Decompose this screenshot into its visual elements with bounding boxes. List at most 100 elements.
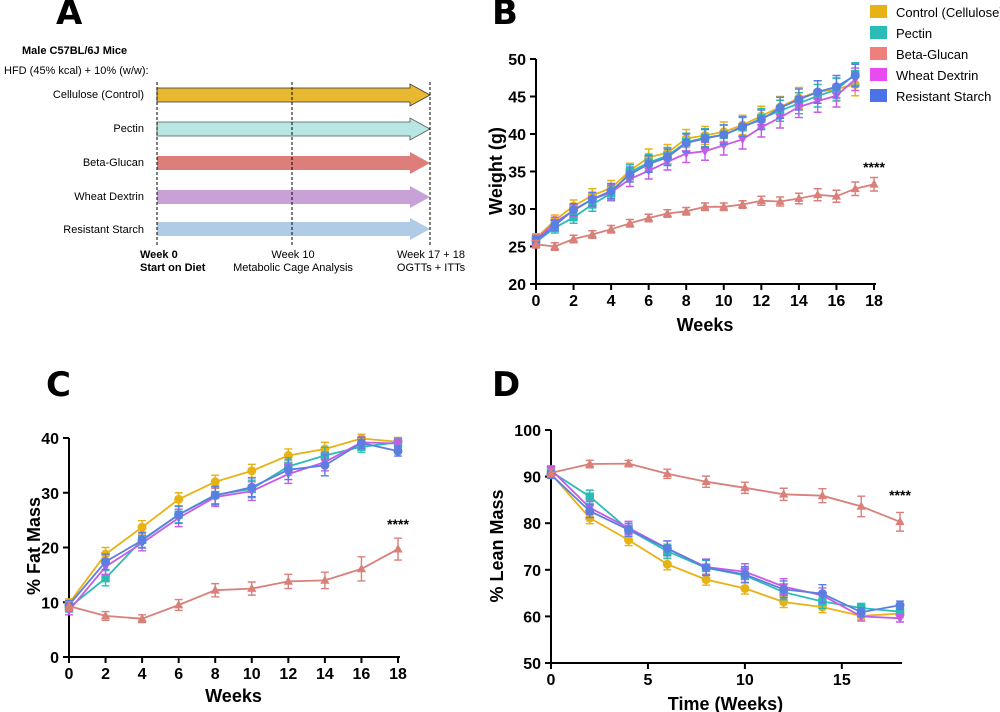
panel-d-y-tick-label: 60	[523, 609, 541, 626]
diet-group-beta-glucan: Beta-Glucan	[83, 152, 430, 174]
panel-b-point-beta-glucan	[869, 179, 879, 188]
panel-b-point-resistant-starch	[850, 71, 860, 80]
panel-b-y-tick-label: 20	[508, 277, 526, 294]
panel-b-letter: B	[492, 0, 518, 33]
panel-c-line-pectin	[68, 441, 399, 609]
panel-c-point-beta-glucan	[247, 583, 257, 592]
panel-c-point-beta-glucan	[393, 544, 403, 553]
diet-label-cellulose: Cellulose (Control)	[53, 89, 144, 101]
panel-d-x-tick-label: 10	[736, 672, 754, 689]
panel-c-y-tick-label: 0	[50, 650, 59, 667]
panel-b-x-tick-label: 14	[790, 293, 808, 310]
legend-label-beta-glucan: Beta-Glucan	[896, 47, 968, 62]
panel-d-y-tick-label: 50	[523, 656, 541, 673]
panel-c-point-resistant-starch	[320, 460, 330, 470]
panel-b-point-resistant-starch	[775, 103, 785, 113]
panel-d-point-resistant-starch	[624, 525, 634, 535]
weight-chart: 0 2 4 6 8 10 12 14 16 18 20 25 30 35 40 45 50 Weeks Weight…	[486, 52, 885, 335]
panel-c-point-beta-glucan	[283, 576, 293, 585]
panel-c-point-beta-glucan	[137, 613, 147, 623]
panel-b-series-pectin	[531, 62, 860, 248]
timeline-week17-sub: OGTTs + ITTs	[397, 262, 466, 274]
panel-c-point-resistant-starch	[101, 557, 111, 567]
legend-label-resistant-starch: Resistant Starch	[896, 89, 991, 104]
panel-b-point-beta-glucan	[794, 193, 804, 202]
panel-c-point-control-cellulose	[137, 522, 147, 532]
panel-b-point-resistant-starch	[681, 138, 691, 148]
diet-arrow-beta-glucan	[157, 152, 430, 174]
diet-label-resistant-starch: Resistant Starch	[63, 224, 144, 236]
panel-c-x-tick-label: 0	[65, 666, 74, 683]
panel-d-y-tick-label: 80	[523, 516, 541, 533]
diet-arrow-wheat-dextrin	[157, 186, 430, 208]
panel-d-x-axis-label: Time (Weeks)	[668, 694, 783, 712]
panel-b-y-tick-label: 40	[508, 127, 526, 144]
panel-c-x-tick-label: 8	[211, 666, 220, 683]
panel-b-significance-label: ****	[863, 159, 885, 175]
legend-label-pectin: Pectin	[896, 26, 932, 41]
panel-c-point-beta-glucan	[64, 601, 74, 610]
panel-d-point-control-cellulose	[740, 583, 750, 593]
panel-b-y-tick-label: 30	[508, 202, 526, 219]
panel-c-point-beta-glucan	[356, 563, 367, 573]
panel-b-y-tick-label: 50	[508, 52, 526, 69]
panel-b-x-tick-label: 6	[644, 293, 653, 310]
panel-b-line-pectin	[535, 73, 856, 243]
panel-a-title: Male C57BL/6J Mice	[22, 45, 127, 57]
timeline-week0-label: Week 0	[140, 249, 178, 261]
panel-d-point-beta-glucan	[701, 476, 711, 486]
panel-c-x-tick-label: 4	[138, 666, 147, 683]
fat-mass-chart: 0 2 4 6 8 10 12 14 16 18 0 10 20 30 40 Weeks % Fat Mass *…	[24, 431, 409, 706]
panel-c-y-tick-label: 30	[41, 486, 59, 503]
panel-c-letter: C	[46, 365, 71, 405]
panel-c-series-pectin	[64, 437, 403, 613]
diet-arrow-cellulose	[156, 83, 431, 107]
diet-label-wheat-dextrin: Wheat Dextrin	[74, 191, 144, 203]
panel-b-point-beta-glucan	[568, 233, 579, 243]
panel-d-series-control-cellulose	[546, 469, 905, 621]
panel-c-series-resistant-starch	[64, 436, 403, 611]
panel-c-point-beta-glucan	[100, 610, 111, 620]
timeline-week17-label: Week 17 + 18	[397, 249, 465, 261]
panel-b-point-beta-glucan	[662, 208, 673, 217]
panel-b-x-tick-label: 8	[682, 293, 691, 310]
panel-b-point-resistant-starch	[550, 221, 560, 230]
panel-b-point-beta-glucan	[737, 199, 748, 208]
panel-b-point-resistant-starch	[719, 130, 729, 140]
panel-b-line-wheat-dextrin	[535, 78, 856, 241]
panel-c-point-wheat-dextrin	[393, 440, 403, 449]
panel-c-y-axis-label: % Fat Mass	[24, 497, 44, 595]
panel-c-point-resistant-starch	[247, 482, 257, 492]
panel-b-point-beta-glucan	[775, 196, 785, 205]
panel-b-series-beta-glucan	[531, 176, 879, 251]
panel-b-point-resistant-starch	[831, 82, 841, 92]
panel-b-point-pectin	[569, 213, 578, 222]
panel-c-x-tick-label: 12	[279, 666, 297, 683]
panel-a-subtitle: HFD (45% kcal) + 10% (w/w):	[4, 65, 149, 77]
panel-c-x-tick-label: 14	[316, 666, 334, 683]
diet-arrow-pectin	[156, 117, 431, 141]
panel-b-point-resistant-starch	[794, 95, 804, 104]
panel-b-point-beta-glucan	[644, 212, 654, 222]
panel-c-point-resistant-starch	[174, 510, 184, 520]
panel-d-point-beta-glucan	[895, 516, 905, 526]
panel-b-x-tick-label: 10	[715, 293, 733, 310]
diet-arrow-resistant-starch	[157, 218, 430, 240]
legend-swatch-control	[870, 5, 887, 18]
panel-b-point-resistant-starch	[569, 205, 579, 215]
panel-b-point-resistant-starch	[700, 134, 710, 143]
timeline-week0-sub: Start on Diet	[140, 262, 206, 274]
panel-d-point-beta-glucan	[817, 490, 828, 500]
panel-d-point-beta-glucan	[856, 501, 866, 510]
panel-d-point-beta-glucan	[546, 467, 556, 477]
panel-c-series-control-cellulose	[64, 433, 403, 609]
panel-c-x-tick-label: 10	[243, 666, 261, 683]
panel-b-point-resistant-starch	[662, 152, 672, 162]
legend-swatch-pectin	[870, 26, 887, 39]
panel-b-point-beta-glucan	[850, 183, 860, 193]
panel-b-point-resistant-starch	[625, 170, 635, 179]
timeline-week10-sub: Metabolic Cage Analysis	[233, 262, 353, 274]
panel-c-y-tick-label: 40	[41, 431, 59, 448]
legend-swatch-beta-glucan	[870, 47, 887, 60]
diet-group-pectin: Pectin	[113, 117, 431, 141]
